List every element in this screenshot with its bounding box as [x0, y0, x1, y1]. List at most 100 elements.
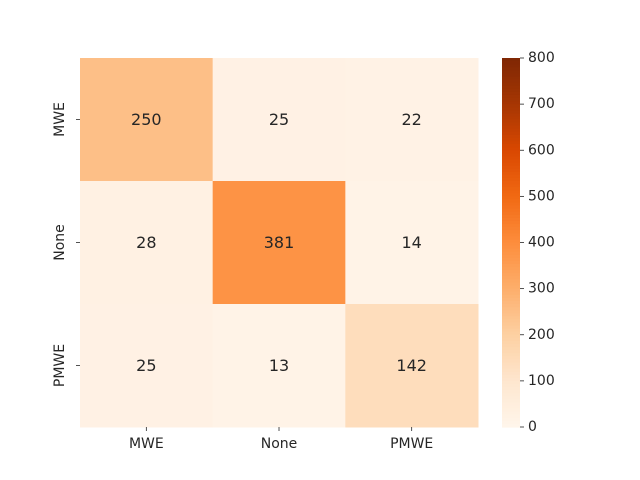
heatmap-cell: [80, 58, 214, 182]
colorbar-segment: [502, 294, 520, 299]
colorbar-segment: [502, 58, 520, 62]
colorbar-segment: [502, 267, 520, 271]
colorbar-segment: [502, 380, 520, 385]
colorbar-segment: [502, 343, 520, 348]
colorbar-segment: [502, 328, 520, 333]
colorbar-segment: [502, 414, 520, 419]
colorbar-segment: [502, 248, 520, 253]
colorbar-segment: [502, 217, 520, 222]
colorbar-segment: [502, 353, 520, 357]
x-axis-tick-labels: MWE None PMWE: [129, 427, 433, 452]
colorbar-segment: [502, 288, 520, 293]
colorbar-segment: [502, 374, 520, 379]
colorbar-segment: [502, 184, 520, 188]
colorbar-segment: [502, 310, 520, 314]
colorbar-segment: [502, 273, 520, 277]
colorbar-segment: [502, 91, 520, 96]
colorbar-segment: [502, 356, 520, 360]
colorbar-tick-label: 0: [528, 419, 537, 435]
colorbar-tick-label: 700: [528, 96, 555, 112]
colorbar-segment: [502, 141, 520, 145]
colorbar-segment: [502, 304, 520, 308]
colorbar-segment: [502, 113, 520, 118]
colorbar-segment: [502, 390, 520, 394]
colorbar-segment: [502, 279, 520, 284]
colorbar-segment: [502, 128, 520, 133]
colorbar-segment: [502, 264, 520, 268]
colorbar-segment: [502, 171, 520, 176]
colorbar-segment: [502, 387, 520, 391]
cell-value-label: 250: [131, 110, 162, 129]
cell-value-label: 25: [269, 110, 289, 129]
colorbar-segment: [502, 153, 520, 157]
colorbar-segment: [502, 233, 520, 237]
colorbar-segment: [502, 227, 520, 231]
colorbar-segment: [502, 144, 520, 148]
cell-value-label: 13: [269, 356, 289, 375]
colorbar-segment: [502, 325, 520, 330]
colorbar-segment: [502, 181, 520, 185]
colorbar-segment: [502, 340, 520, 345]
colorbar-segment: [502, 107, 520, 111]
colorbar-segment: [502, 211, 520, 216]
colorbar-segment: [502, 371, 520, 376]
colorbar-tick-label: 500: [528, 188, 555, 204]
colorbar-segment: [502, 337, 520, 342]
colorbar-tick-label: 300: [528, 281, 555, 297]
heatmap-cell: [80, 181, 214, 305]
colorbar-segment: [502, 230, 520, 234]
colorbar-segment: [502, 423, 520, 428]
colorbar-segment: [502, 239, 520, 244]
colorbar-segment: [502, 137, 520, 142]
colorbar-segment: [502, 150, 520, 154]
colorbar-segment: [502, 245, 520, 250]
colorbar-segment: [502, 67, 520, 71]
heatmap-cell: [345, 181, 479, 305]
colorbar-segment: [502, 322, 520, 327]
y-tick-label: PMWE: [52, 344, 68, 387]
heatmap-cell: [80, 304, 214, 428]
colorbar-segment: [502, 316, 520, 320]
heatmap-cells: 250 25 22 28 381 14 25 13 142: [80, 58, 479, 428]
colorbar-segment: [502, 331, 520, 336]
colorbar-segment: [502, 300, 520, 305]
cell-value-label: 381: [264, 233, 295, 252]
colorbar-segment: [502, 368, 520, 373]
colorbar-segment: [502, 205, 520, 210]
colorbar-segment: [502, 85, 520, 90]
colorbar-segment: [502, 79, 520, 84]
colorbar-segment: [502, 313, 520, 317]
colorbar-segment: [502, 193, 520, 197]
colorbar-segment: [502, 362, 520, 367]
colorbar-segment: [502, 116, 520, 121]
colorbar-segment: [502, 119, 520, 124]
colorbar-tick-labels: 0 100 200 300 400 500 600 700 800: [520, 50, 555, 435]
colorbar-segment: [502, 220, 520, 225]
heatmap-cell: [212, 181, 346, 305]
colorbar-segment: [502, 88, 520, 93]
colorbar-segment: [502, 334, 520, 339]
colorbar-segment: [502, 405, 520, 410]
colorbar-segment: [502, 168, 520, 173]
colorbar-segment: [502, 393, 520, 397]
x-tick-label: PMWE: [390, 436, 433, 452]
colorbar-segment: [502, 408, 520, 413]
heatmap-cell: [345, 58, 479, 182]
cell-value-label: 28: [136, 233, 156, 252]
colorbar-segment: [502, 285, 520, 290]
colorbar: [502, 58, 520, 428]
colorbar-segment: [502, 159, 520, 164]
colorbar-segment: [502, 399, 520, 403]
colorbar-segment: [502, 134, 520, 139]
colorbar-segment: [502, 208, 520, 213]
colorbar-segment: [502, 187, 520, 191]
colorbar-segment: [502, 291, 520, 296]
colorbar-tick-label: 100: [528, 373, 555, 389]
colorbar-segment: [502, 383, 520, 388]
colorbar-segment: [502, 199, 520, 204]
colorbar-segment: [502, 402, 520, 407]
colorbar-tick-label: 800: [528, 50, 555, 66]
colorbar-segment: [502, 411, 520, 416]
colorbar-segment: [502, 94, 520, 99]
